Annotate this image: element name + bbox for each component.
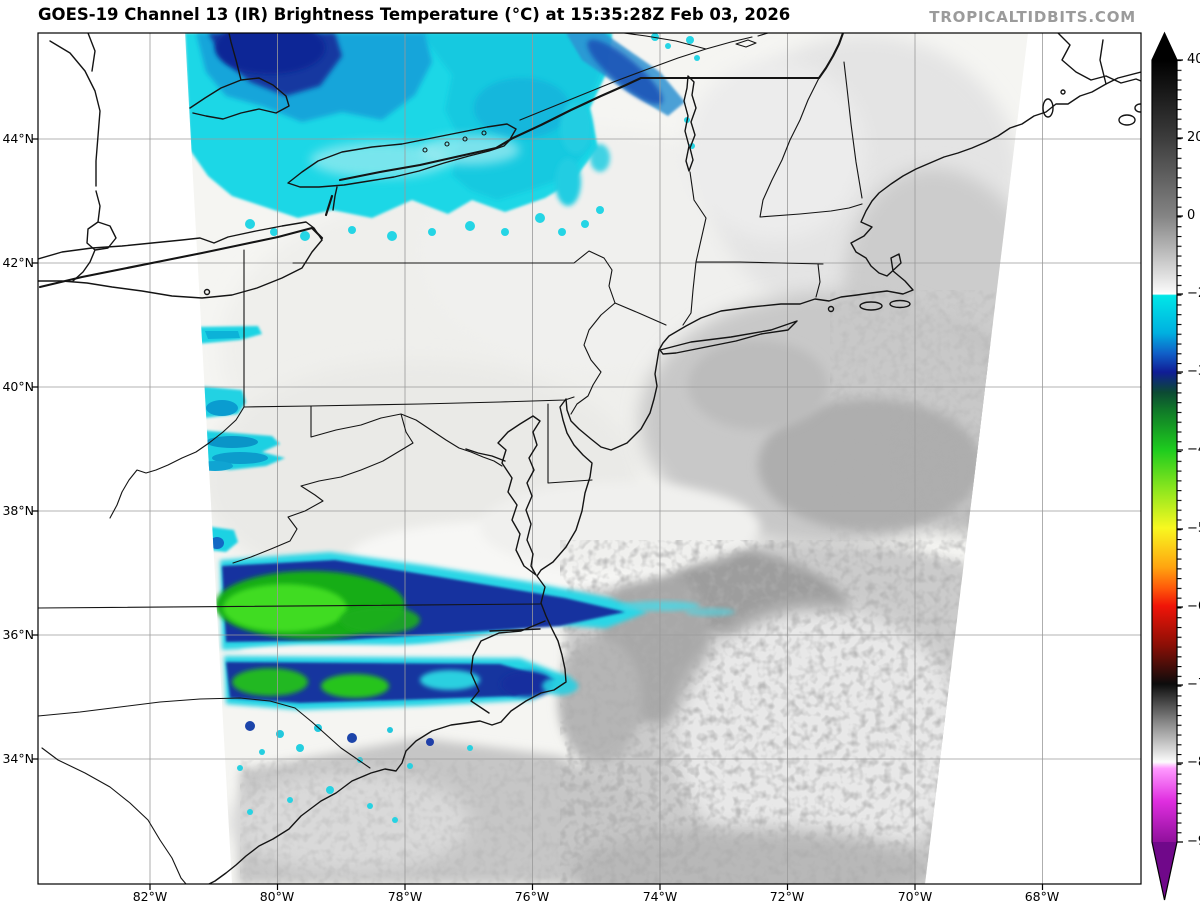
colorbar-tick-label: −70 bbox=[1187, 677, 1200, 692]
watermark-tropicaltidbits: TROPICALTIDBITS.COM bbox=[929, 8, 1136, 26]
lon-tick-label: 80°W bbox=[259, 889, 295, 904]
colorbar-major-ticks bbox=[1177, 59, 1183, 843]
colorbar-tick-label: 40 bbox=[1187, 52, 1200, 67]
colorbar-tick-label: −20 bbox=[1187, 286, 1200, 301]
lat-tick-label: 44°N bbox=[2, 131, 34, 146]
colorbar bbox=[1151, 31, 1183, 901]
axis-ticks bbox=[32, 138, 1044, 890]
latlon-gridlines bbox=[38, 33, 1141, 884]
canada-us-border bbox=[38, 33, 845, 289]
colorbar-tick-label: −60 bbox=[1187, 599, 1200, 614]
lon-tick-label: 78°W bbox=[387, 889, 423, 904]
colorbar-tick-label: −90 bbox=[1187, 834, 1200, 849]
colorbar-tick-label: −40 bbox=[1187, 442, 1200, 457]
scattered-cold-specks bbox=[237, 721, 473, 823]
colorbar-tick-label: −80 bbox=[1187, 755, 1200, 770]
colorbar-tick-label: 0 bbox=[1187, 208, 1196, 223]
lat-tick-label: 34°N bbox=[2, 751, 34, 766]
lon-tick-label: 74°W bbox=[642, 889, 678, 904]
colorbar-tick-label: 20 bbox=[1187, 130, 1200, 145]
page-title: GOES-19 Channel 13 (IR) Brightness Tempe… bbox=[38, 5, 791, 24]
lon-tick-label: 72°W bbox=[769, 889, 805, 904]
lat-tick-label: 36°N bbox=[2, 627, 34, 642]
state-borders bbox=[38, 61, 863, 884]
lat-tick-label: 38°N bbox=[2, 503, 34, 518]
colorbar-tick-label: −30 bbox=[1187, 364, 1200, 379]
lon-tick-label: 82°W bbox=[132, 889, 168, 904]
lat-tick-label: 40°N bbox=[2, 379, 34, 394]
lon-tick-label: 76°W bbox=[514, 889, 550, 904]
map-frame bbox=[37, 32, 1142, 885]
lon-tick-label: 70°W bbox=[897, 889, 933, 904]
lon-tick-label: 68°W bbox=[1024, 889, 1060, 904]
satellite-imagery-layer bbox=[185, 33, 1028, 884]
lat-tick-label: 42°N bbox=[2, 255, 34, 270]
colorbar-tick-label: −50 bbox=[1187, 521, 1200, 536]
colorbar-minor-ticks bbox=[1177, 60, 1182, 842]
